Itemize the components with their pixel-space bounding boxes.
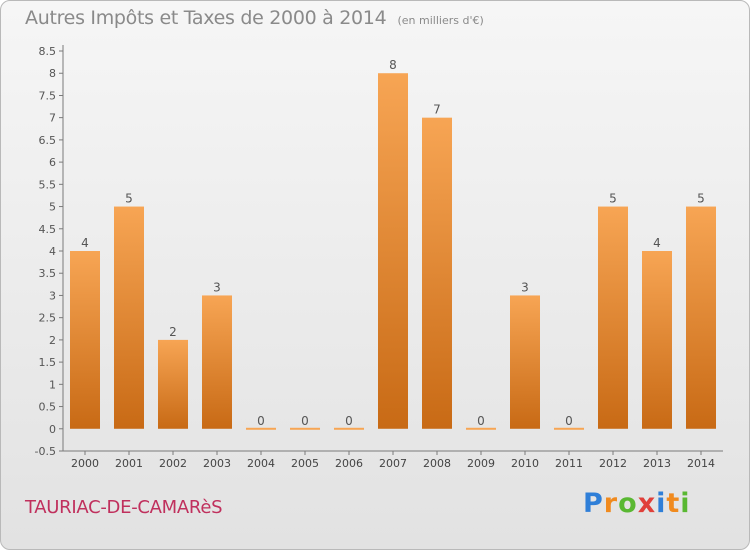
y-tick-label: 1.5 bbox=[39, 356, 57, 369]
x-tick-label: 2006 bbox=[335, 457, 363, 470]
y-tick-label: 5 bbox=[49, 201, 56, 214]
bar bbox=[554, 427, 584, 430]
x-tick-label: 2012 bbox=[599, 457, 627, 470]
bar bbox=[378, 73, 408, 429]
bar bbox=[158, 339, 188, 429]
bar-value-label: 3 bbox=[213, 280, 221, 294]
bar bbox=[70, 251, 100, 429]
x-tick-label: 2003 bbox=[203, 457, 231, 470]
y-tick-label: 6.5 bbox=[39, 134, 57, 147]
logo-letter: x bbox=[637, 488, 657, 519]
bar-value-label: 4 bbox=[653, 236, 661, 250]
logo-letter: r bbox=[603, 488, 619, 519]
x-tick-label: 2014 bbox=[687, 457, 715, 470]
y-tick-label: 7 bbox=[49, 112, 56, 125]
x-tick-label: 2001 bbox=[115, 457, 143, 470]
logo-letter: t bbox=[666, 488, 681, 519]
x-tick-label: 2010 bbox=[511, 457, 539, 470]
bar-value-label: 4 bbox=[81, 236, 89, 250]
y-tick-label: 1 bbox=[49, 378, 56, 391]
y-tick-label: 0.5 bbox=[39, 401, 57, 414]
bar-value-label: 5 bbox=[609, 192, 617, 206]
x-tick-label: 2005 bbox=[291, 457, 319, 470]
bar-value-label: 3 bbox=[521, 280, 529, 294]
bar-value-label: 7 bbox=[433, 103, 441, 117]
x-tick-label: 2007 bbox=[379, 457, 407, 470]
logo-letter: i bbox=[656, 488, 667, 519]
logo-letter: o bbox=[618, 488, 638, 519]
y-tick-label: 7.5 bbox=[39, 89, 57, 102]
x-tick-label: 2008 bbox=[423, 457, 451, 470]
y-tick-label: 8 bbox=[49, 67, 56, 80]
chart-unit: (en milliers d'€) bbox=[397, 14, 484, 27]
x-tick-label: 2013 bbox=[643, 457, 671, 470]
y-tick-label: 5.5 bbox=[39, 178, 57, 191]
chart-title: Autres Impôts et Taxes de 2000 à 2014 bbox=[25, 7, 387, 29]
bar-value-label: 5 bbox=[125, 192, 133, 206]
proxiti-logo: Proxiti bbox=[583, 488, 691, 519]
bar bbox=[466, 427, 496, 430]
x-tick-label: 2000 bbox=[71, 457, 99, 470]
bar bbox=[290, 427, 320, 430]
y-tick-label: 4 bbox=[49, 245, 56, 258]
y-tick-label: -0.5 bbox=[35, 445, 56, 458]
y-tick-label: 2 bbox=[49, 334, 56, 347]
bar bbox=[422, 117, 452, 429]
bar bbox=[510, 295, 540, 429]
y-tick-label: 4.5 bbox=[39, 223, 57, 236]
logo-letter: i bbox=[680, 488, 691, 519]
x-tick-label: 2002 bbox=[159, 457, 187, 470]
chart-title-row: Autres Impôts et Taxes de 2000 à 2014 (e… bbox=[25, 7, 484, 29]
bar-value-label: 8 bbox=[389, 58, 397, 72]
bar-value-label: 2 bbox=[169, 325, 177, 339]
x-tick-label: 2004 bbox=[247, 457, 275, 470]
y-tick-label: 6 bbox=[49, 156, 56, 169]
bar bbox=[642, 251, 672, 429]
bar-value-label: 0 bbox=[257, 414, 265, 428]
bar-value-label: 0 bbox=[565, 414, 573, 428]
x-tick-label: 2009 bbox=[467, 457, 495, 470]
bar-value-label: 5 bbox=[697, 192, 705, 206]
bar bbox=[686, 206, 716, 429]
bar-value-label: 0 bbox=[345, 414, 353, 428]
bar-value-label: 0 bbox=[477, 414, 485, 428]
bar-value-label: 0 bbox=[301, 414, 309, 428]
x-tick-label: 2011 bbox=[555, 457, 583, 470]
bar bbox=[114, 206, 144, 429]
y-tick-label: 3 bbox=[49, 289, 56, 302]
y-tick-label: 3.5 bbox=[39, 267, 57, 280]
bar bbox=[598, 206, 628, 429]
logo-letter: P bbox=[583, 488, 604, 519]
bar bbox=[246, 427, 276, 430]
y-tick-label: 0 bbox=[49, 423, 56, 436]
bar bbox=[202, 295, 232, 429]
y-tick-label: 8.5 bbox=[39, 45, 57, 58]
bar bbox=[334, 427, 364, 430]
commune-name: TAURIAC-DE-CAMARèS bbox=[25, 497, 223, 518]
y-tick-label: 2.5 bbox=[39, 312, 57, 325]
